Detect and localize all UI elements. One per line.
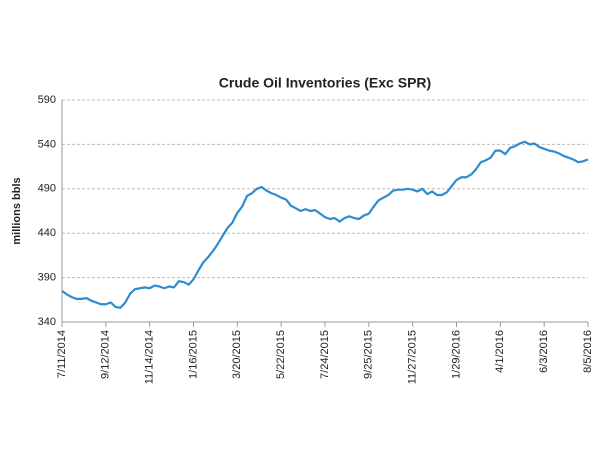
data-line: [61, 140, 589, 309]
x-tick-label: 1/16/2015: [187, 330, 199, 379]
x-tick-label: 9/12/2014: [100, 330, 112, 379]
x-tick-label: 4/1/2016: [494, 330, 506, 373]
x-tick-label: 8/5/2016: [582, 330, 594, 373]
y-tick-label: 440: [38, 227, 56, 239]
x-tick-label: 11/27/2015: [407, 330, 419, 384]
y-tick-label: 540: [38, 138, 56, 150]
x-tick-label: 9/25/2015: [363, 330, 375, 379]
y-axis-label: millions bbls: [11, 177, 23, 244]
x-tick-label: 1/29/2016: [450, 330, 462, 379]
x-tick-label: 7/24/2015: [319, 330, 331, 379]
x-tick-label: 7/11/2014: [56, 330, 68, 378]
y-tick-label: 590: [38, 94, 56, 106]
x-tick-label: 11/14/2014: [144, 330, 156, 384]
x-tick-label: 3/20/2015: [231, 330, 243, 379]
x-tick-label: 6/3/2016: [538, 330, 550, 373]
y-tick-label: 490: [38, 183, 56, 195]
chart-title: Crude Oil Inventories (Exc SPR): [219, 75, 431, 91]
y-tick-label: 340: [38, 316, 56, 328]
x-tick-label: 5/22/2015: [275, 330, 287, 379]
y-tick-label: 390: [38, 272, 56, 284]
